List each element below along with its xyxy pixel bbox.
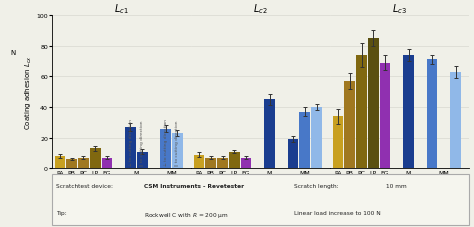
Text: Scratch length:: Scratch length: <box>294 183 339 188</box>
Text: ∥ to cutting direction: ∥ to cutting direction <box>140 120 144 166</box>
Bar <box>217 158 228 169</box>
Bar <box>403 56 414 169</box>
Text: ⊥ to cutting direction: ⊥ to cutting direction <box>128 119 133 166</box>
Bar <box>205 158 216 169</box>
Bar <box>288 140 299 169</box>
Text: ∥ to cutting direction: ∥ to cutting direction <box>175 120 180 166</box>
Bar <box>125 127 136 169</box>
Text: CSM Instruments - Revetester: CSM Instruments - Revetester <box>144 183 244 188</box>
Text: Rockwell C with $R$ = 200 μm: Rockwell C with $R$ = 200 μm <box>144 210 229 220</box>
Bar <box>311 108 322 169</box>
Text: Scratchtest device:: Scratchtest device: <box>56 183 113 188</box>
Bar <box>66 160 77 169</box>
FancyBboxPatch shape <box>52 174 469 225</box>
Text: 10 mm: 10 mm <box>386 183 407 188</box>
Text: Tip:: Tip: <box>56 210 67 215</box>
Title: $L_{c2}$: $L_{c2}$ <box>253 2 268 16</box>
Bar <box>241 158 251 169</box>
Bar <box>137 152 147 169</box>
Bar <box>427 60 438 169</box>
Bar <box>160 129 171 169</box>
Bar <box>229 152 240 169</box>
Text: Linear load increase to 100 N: Linear load increase to 100 N <box>294 210 381 215</box>
Bar <box>356 56 367 169</box>
Title: $L_{c1}$: $L_{c1}$ <box>114 2 129 16</box>
Bar <box>264 100 275 169</box>
Bar <box>300 112 310 169</box>
Bar <box>450 72 461 169</box>
Text: N: N <box>10 49 16 56</box>
Bar <box>90 149 100 169</box>
Bar <box>55 156 65 169</box>
Bar <box>368 39 379 169</box>
Title: $L_{c3}$: $L_{c3}$ <box>392 2 407 16</box>
Bar <box>380 63 391 169</box>
Y-axis label: Coating adhesion $L_{cx}$: Coating adhesion $L_{cx}$ <box>23 55 34 130</box>
Bar <box>193 155 204 169</box>
Bar <box>101 158 112 169</box>
Bar <box>345 81 355 169</box>
Bar <box>172 133 183 169</box>
Text: ⊥ to cutting direction: ⊥ to cutting direction <box>164 119 168 166</box>
Bar <box>78 158 89 169</box>
Bar <box>333 117 344 169</box>
X-axis label: Machining process: Machining process <box>225 179 296 188</box>
